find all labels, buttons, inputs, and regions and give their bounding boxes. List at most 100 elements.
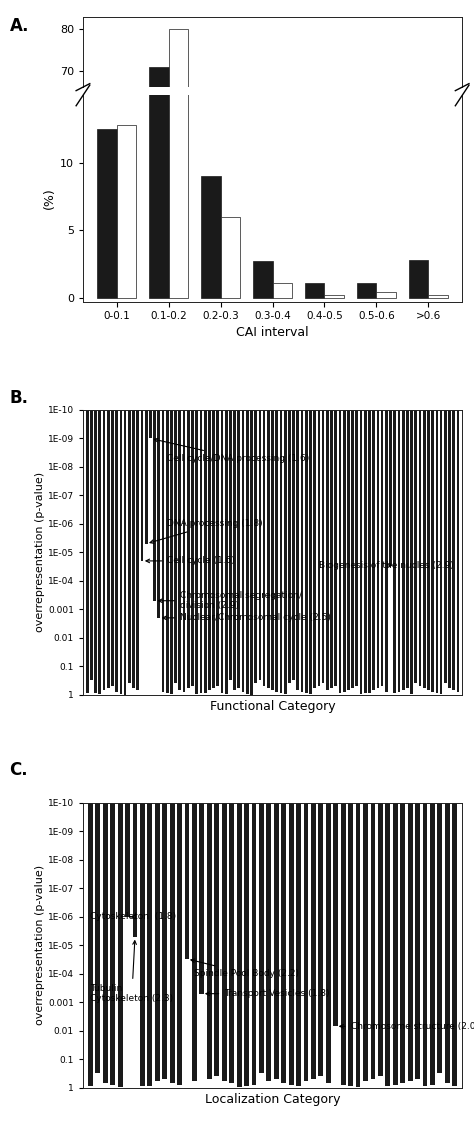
Bar [212,0,215,689]
Bar [204,0,207,692]
Bar [430,0,435,1085]
Bar [237,0,240,689]
Bar [402,0,404,690]
Bar [125,0,130,917]
Bar [107,0,109,689]
X-axis label: Functional Category: Functional Category [210,700,336,714]
Bar [318,0,320,687]
Bar [305,355,325,359]
Bar [253,348,273,359]
Bar [296,0,299,690]
Text: Transport Vesicles (1.8): Transport Vesicles (1.8) [206,989,330,998]
Bar [452,0,455,690]
Bar [140,0,145,1085]
Bar [431,0,434,692]
Bar [357,283,376,298]
Bar [438,0,442,1073]
Y-axis label: overrepresentation (p-value): overrepresentation (p-value) [35,472,45,632]
Bar [305,0,308,693]
Bar [267,0,270,689]
Bar [253,262,273,298]
Bar [222,0,227,1081]
Bar [348,0,353,1087]
Bar [201,177,220,298]
X-axis label: CAI interval: CAI interval [236,325,309,339]
Bar [258,0,261,680]
Bar [118,0,123,1087]
Bar [274,0,279,1079]
Bar [423,0,426,689]
Bar [326,0,328,690]
Y-axis label: overrepresentation (p-value): overrepresentation (p-value) [35,866,45,1025]
Bar [273,283,292,298]
Bar [415,0,420,1079]
Text: Chromosome structure (2.0): Chromosome structure (2.0) [340,1022,474,1031]
Bar [99,0,101,695]
Bar [111,0,114,687]
Bar [201,323,220,359]
Bar [119,0,122,695]
Bar [200,0,202,693]
Bar [244,0,249,1087]
Bar [220,334,240,359]
Bar [288,0,291,683]
Bar [347,0,350,690]
Bar [363,0,368,1081]
Bar [259,0,264,1073]
Bar [110,0,115,1085]
Text: A.: A. [9,17,29,35]
Bar [393,0,396,693]
Bar [263,0,265,687]
Bar [233,0,236,690]
Bar [360,0,363,695]
Bar [179,0,181,690]
Text: Nuclear/Chromosomal cycle (2.5): Nuclear/Chromosomal cycle (2.5) [163,613,331,622]
Bar [90,0,93,680]
Bar [195,0,198,695]
Bar [428,295,448,298]
Bar [162,0,167,1079]
Bar [292,0,295,680]
Bar [133,0,137,937]
Bar [192,0,197,1081]
Bar [341,0,346,1085]
Bar [169,0,188,298]
Bar [398,0,401,692]
Bar [174,0,177,683]
Bar [427,0,430,690]
Bar [436,0,438,693]
Bar [94,0,97,692]
Bar [330,0,333,689]
Bar [356,0,360,1087]
Bar [147,0,152,1087]
Bar [311,0,316,1079]
Bar [305,283,325,298]
Bar [117,125,137,298]
Bar [414,0,417,683]
Bar [281,0,286,1083]
Bar [229,0,232,680]
Bar [385,0,390,1087]
Bar [246,0,249,695]
Bar [157,0,160,617]
Bar [145,0,147,544]
Bar [86,0,89,693]
Bar [97,129,117,298]
Bar [400,0,405,1083]
Bar [422,0,428,1087]
Bar [322,0,325,683]
Bar [170,0,174,1083]
Text: Cell cycle (1.6): Cell cycle (1.6) [146,556,235,565]
Text: C.: C. [9,761,28,780]
Text: Tubulin
Cytoskeleton (2.3): Tubulin Cytoskeleton (2.3) [91,940,173,1004]
Bar [182,0,185,692]
Bar [117,307,137,359]
Bar [242,0,245,692]
Text: B.: B. [9,389,28,407]
Bar [153,0,156,600]
Bar [266,0,271,1081]
Bar [185,0,190,959]
Bar [343,0,346,692]
Bar [169,29,188,359]
Bar [448,0,451,689]
